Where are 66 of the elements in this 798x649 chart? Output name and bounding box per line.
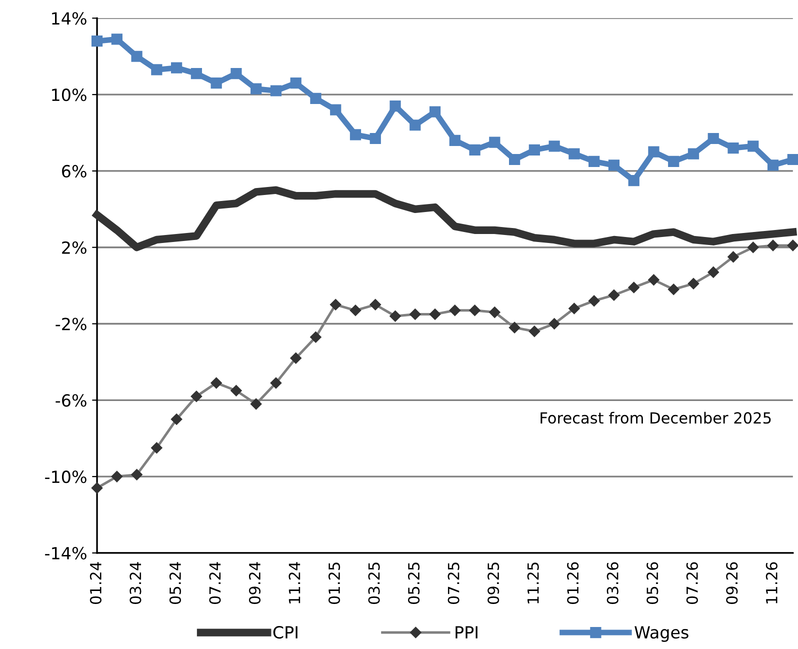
point xyxy=(171,62,182,74)
x-tick-label: 05.24 xyxy=(169,562,181,604)
x-tick-label: 01.25 xyxy=(328,562,340,604)
y-tick-label: 14% xyxy=(52,12,86,25)
legend-label: PPI xyxy=(456,626,478,638)
point xyxy=(767,160,779,171)
point xyxy=(648,146,660,158)
point xyxy=(151,64,162,76)
point xyxy=(250,83,262,94)
x-tick-label: 05.26 xyxy=(646,562,658,604)
point xyxy=(787,154,798,166)
point xyxy=(390,100,401,112)
x-tick-label: 09.25 xyxy=(488,562,500,604)
point xyxy=(350,129,362,140)
point xyxy=(568,148,580,160)
y-tick-label: 10% xyxy=(52,88,86,102)
y-tick-label: -2% xyxy=(56,318,86,330)
point xyxy=(608,160,620,171)
point xyxy=(91,36,103,47)
x-tick-label: 05.25 xyxy=(408,562,420,604)
point xyxy=(449,134,460,146)
point xyxy=(111,34,122,45)
point xyxy=(410,120,421,131)
legend-label: Wages xyxy=(634,626,688,642)
point xyxy=(688,148,700,160)
x-tick-label: 03.24 xyxy=(130,562,142,604)
point xyxy=(429,106,441,118)
x-tick-label: 07.24 xyxy=(209,562,221,604)
point xyxy=(230,68,242,80)
point xyxy=(508,154,520,166)
point xyxy=(489,136,500,148)
x-tick-label: 09.26 xyxy=(726,562,738,604)
point xyxy=(469,144,480,156)
point xyxy=(548,140,560,152)
point xyxy=(210,78,222,89)
x-tick-label: 01.26 xyxy=(567,562,579,604)
x-tick-label: 11.24 xyxy=(288,562,300,604)
point xyxy=(270,85,282,96)
x-tick-label: 09.24 xyxy=(248,562,261,604)
point xyxy=(528,144,540,156)
point xyxy=(748,140,759,152)
point xyxy=(628,174,640,186)
point xyxy=(190,68,202,80)
point xyxy=(310,92,322,104)
point xyxy=(131,50,142,62)
y-tick-label: -14% xyxy=(45,546,86,560)
legend-label: CPI xyxy=(273,626,298,639)
point xyxy=(370,132,381,144)
point xyxy=(668,156,680,167)
x-tick-label: 11.25 xyxy=(527,562,539,604)
x-tick-label: 01.24 xyxy=(90,562,102,604)
y-tick-label: 2% xyxy=(62,241,86,254)
point xyxy=(330,104,342,116)
point xyxy=(290,78,302,89)
x-tick-label: 07.26 xyxy=(686,562,698,604)
y-tick-label: -10% xyxy=(45,470,86,484)
y-tick-label: -6% xyxy=(56,394,86,407)
x-tick-label: 03.25 xyxy=(368,562,380,604)
x-tick-label: 07.25 xyxy=(448,562,460,604)
y-tick-label: 6% xyxy=(62,164,86,178)
x-tick-label: 11.26 xyxy=(766,562,778,604)
point xyxy=(728,142,739,154)
point xyxy=(708,132,719,144)
x-tick-label: 03.26 xyxy=(606,562,618,604)
annotation: Forecast from December 2025 xyxy=(540,412,771,424)
point xyxy=(588,156,600,167)
